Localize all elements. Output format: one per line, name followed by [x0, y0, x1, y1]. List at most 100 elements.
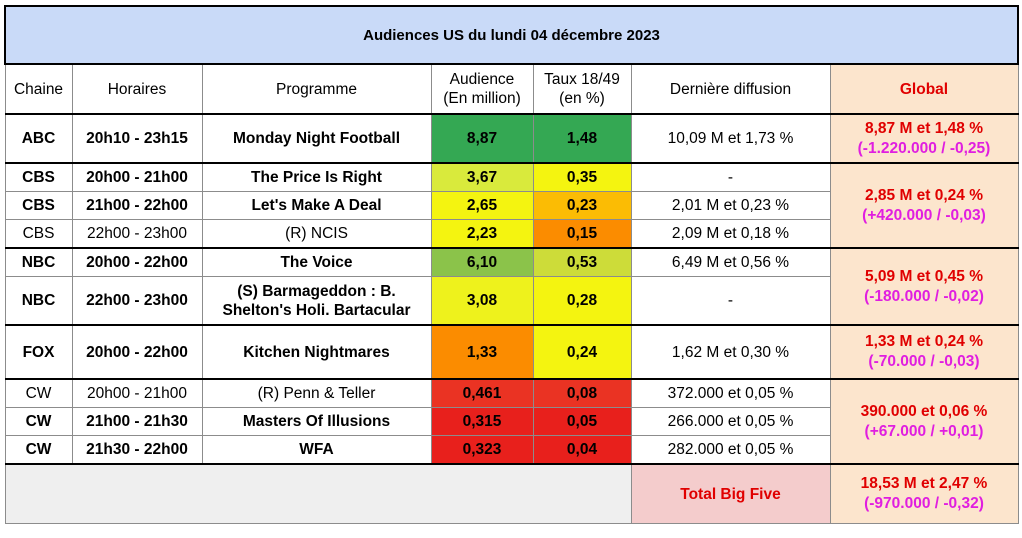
- cell-chaine: CW: [4, 435, 73, 465]
- cell-audience: 3,67: [430, 162, 534, 192]
- cell-audience: 0,315: [430, 407, 534, 436]
- table-row: CW 21h00 - 21h30 Masters Of Illusions 0,…: [4, 407, 1018, 436]
- total-row: Total Big Five 18,53 M et 2,47 % (-970.00…: [4, 463, 1019, 524]
- cell-audience: 3,08: [430, 276, 534, 326]
- table-row: CW 21h30 - 22h00 WFA 0,323 0,04 282.000 …: [4, 435, 1018, 465]
- cell-taux: 0,35: [532, 162, 632, 192]
- cell-programme: The Voice: [201, 247, 432, 277]
- cell-taux: 0,15: [532, 219, 632, 249]
- cell-programme: Monday Night Football: [201, 113, 432, 164]
- cell-derniere: 372.000 et 0,05 %: [630, 378, 831, 408]
- cell-horaires: 20h00 - 21h00: [71, 162, 203, 192]
- header-derniere: Dernière diffusion: [630, 63, 831, 115]
- total-global: 18,53 M et 2,47 % (-970.000 / -0,32): [829, 463, 1019, 524]
- cell-horaires: 20h00 - 21h00: [71, 378, 203, 408]
- header-audience-line2: (En million): [443, 90, 521, 107]
- global-delta: (-70.000 / -0,03): [868, 353, 980, 370]
- global-delta: (-1.220.000 / -0,25): [857, 139, 991, 157]
- cell-taux: 0,04: [532, 435, 632, 465]
- cell-horaires: 20h10 - 23h15: [71, 113, 203, 164]
- cell-chaine: CW: [4, 378, 73, 408]
- cell-chaine: NBC: [4, 276, 73, 326]
- cell-audience: 0,461: [430, 378, 534, 408]
- global-value: 8,87 M et 1,48 %: [864, 119, 984, 137]
- total-value: 18,53 M et 2,47 %: [860, 475, 988, 492]
- global-value: 390.000 et 0,06 %: [860, 402, 988, 420]
- global-cw: 390.000 et 0,06 % (+67.000 / +0,01): [829, 378, 1019, 465]
- cell-chaine: FOX: [4, 324, 73, 380]
- cell-derniere: 2,09 M et 0,18 %: [630, 219, 831, 249]
- global-value: 2,85 M et 0,24 %: [864, 186, 984, 204]
- cell-chaine: CW: [4, 407, 73, 436]
- table-row: ABC 20h10 - 23h15 Monday Night Football …: [4, 113, 1019, 164]
- global-value: 1,33 M et 0,24 %: [864, 333, 984, 350]
- header-horaires: Horaires: [71, 63, 203, 115]
- cell-programme-line2: Shelton's Holi. Bartacular: [222, 301, 411, 319]
- header-taux-line1: Taux 18/49: [544, 71, 620, 88]
- cell-horaires: 22h00 - 23h00: [71, 219, 203, 249]
- cell-derniere: 2,01 M et 0,23 %: [630, 191, 831, 220]
- cell-derniere: 10,09 M et 1,73 %: [630, 113, 831, 164]
- cell-chaine: ABC: [4, 113, 73, 164]
- cell-derniere: 266.000 et 0,05 %: [630, 407, 831, 436]
- total-delta: (-970.000 / -0,32): [864, 495, 984, 512]
- header-audience: Audience (En million): [430, 63, 534, 115]
- cell-programme: (S) Barmageddon : B. Shelton's Holi. Bart…: [201, 276, 432, 326]
- audience-table-container: Audiences US du lundi 04 décembre 2023 C…: [4, 5, 1019, 524]
- cell-taux: 0,08: [532, 378, 632, 408]
- global-delta: (+420.000 / -0,03): [862, 206, 986, 224]
- audience-table: Audiences US du lundi 04 décembre 2023 C…: [4, 5, 1019, 524]
- header-global: Global: [829, 63, 1019, 115]
- cell-taux: 0,53: [532, 247, 632, 277]
- table-row: CBS 21h00 - 22h00 Let's Make A Deal 2,65…: [4, 191, 1018, 220]
- global-fox: 1,33 M et 0,24 % (-70.000 / -0,03): [829, 324, 1019, 380]
- cell-programme: Masters Of Illusions: [201, 407, 432, 436]
- header-taux: Taux 18/49 (en %): [532, 63, 632, 115]
- cell-programme: (R) Penn & Teller: [201, 378, 432, 408]
- header-row: Chaine Horaires Programme Audience (En mi…: [4, 63, 1019, 115]
- header-audience-line1: Audience: [449, 71, 515, 88]
- header-taux-line2: (en %): [559, 90, 605, 107]
- cell-derniere: 282.000 et 0,05 %: [630, 435, 831, 465]
- table-row: CBS 20h00 - 21h00 The Price Is Right 3,6…: [4, 162, 1019, 249]
- global-cbs: 2,85 M et 0,24 % (+420.000 / -0,03): [829, 162, 1019, 249]
- cell-taux: 0,05: [532, 407, 632, 436]
- table-title: Audiences US du lundi 04 décembre 2023: [4, 5, 1019, 65]
- cell-horaires: 22h00 - 23h00: [71, 276, 203, 326]
- cell-audience: 2,23: [430, 219, 534, 249]
- header-chaine: Chaine: [4, 63, 73, 115]
- cell-taux: 0,28: [532, 276, 632, 326]
- cell-horaires: 21h00 - 22h00: [71, 191, 203, 220]
- cell-programme: Let's Make A Deal: [201, 191, 432, 220]
- cell-chaine: CBS: [4, 219, 73, 249]
- table-row: NBC 22h00 - 23h00 (S) Barmageddon : B. Sh…: [4, 276, 1018, 326]
- cell-horaires: 20h00 - 22h00: [71, 324, 203, 380]
- header-programme: Programme: [201, 63, 432, 115]
- cell-audience: 1,33: [430, 324, 534, 380]
- cell-chaine: NBC: [4, 247, 73, 277]
- cell-horaires: 20h00 - 22h00: [71, 247, 203, 277]
- cell-derniere: -: [630, 162, 831, 192]
- cell-taux: 0,24: [532, 324, 632, 380]
- cell-programme: Kitchen Nightmares: [201, 324, 432, 380]
- cell-derniere: -: [630, 276, 831, 326]
- cell-derniere: 1,62 M et 0,30 %: [630, 324, 831, 380]
- cell-chaine: CBS: [4, 162, 73, 192]
- global-delta: (-180.000 / -0,02): [864, 287, 984, 305]
- cell-programme-line1: (S) Barmageddon : B.: [237, 282, 396, 300]
- cell-audience: 2,65: [430, 191, 534, 220]
- cell-horaires: 21h30 - 22h00: [71, 435, 203, 465]
- table-row: NBC 20h00 - 22h00 The Voice 6,10 0,53 6,…: [4, 247, 1019, 326]
- cell-audience: 6,10: [430, 247, 534, 277]
- global-nbc: 5,09 M et 0,45 % (-180.000 / -0,02): [829, 247, 1019, 326]
- cell-horaires: 21h00 - 21h30: [71, 407, 203, 436]
- table-row: CW 20h00 - 21h00 (R) Penn & Teller 0,461…: [4, 378, 1019, 465]
- cell-taux: 0,23: [532, 191, 632, 220]
- global-delta: (+67.000 / +0,01): [864, 422, 984, 440]
- global-value: 5,09 M et 0,45 %: [864, 267, 984, 285]
- title-row: Audiences US du lundi 04 décembre 2023: [4, 5, 1019, 65]
- total-label: Total Big Five: [630, 463, 831, 524]
- cell-derniere: 6,49 M et 0,56 %: [630, 247, 831, 277]
- total-blank-cell: [4, 463, 632, 524]
- table-row: CBS 22h00 - 23h00 (R) NCIS 2,23 0,15 2,0…: [4, 219, 1018, 249]
